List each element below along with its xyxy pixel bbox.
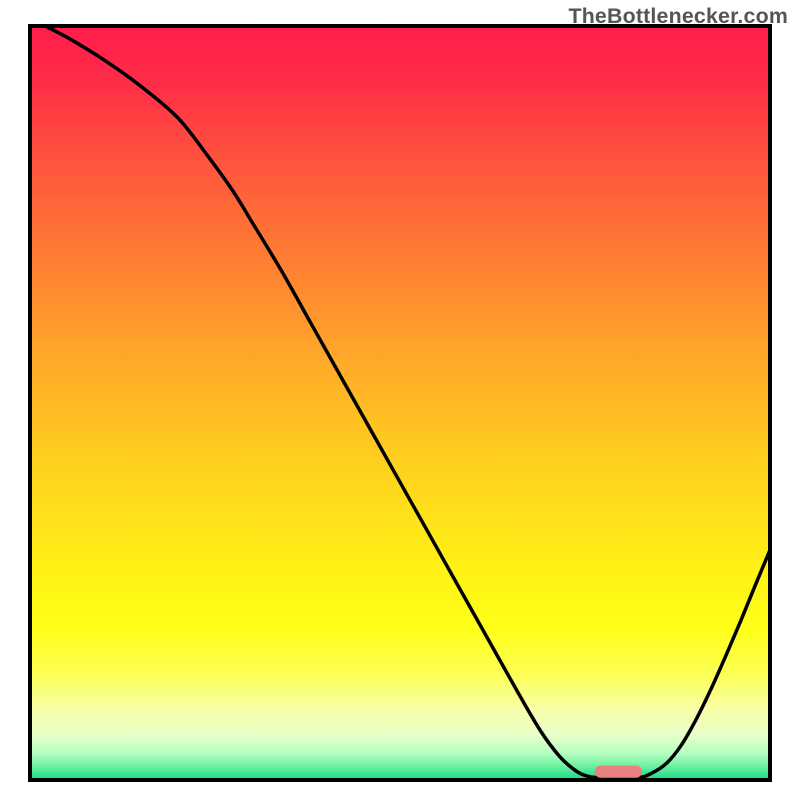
chart-svg: [0, 0, 800, 800]
watermark-text: TheBottlenecker.com: [568, 4, 788, 29]
bottleneck-chart: TheBottlenecker.com: [0, 0, 800, 800]
optimal-marker: [595, 766, 642, 778]
chart-background: [30, 26, 770, 780]
